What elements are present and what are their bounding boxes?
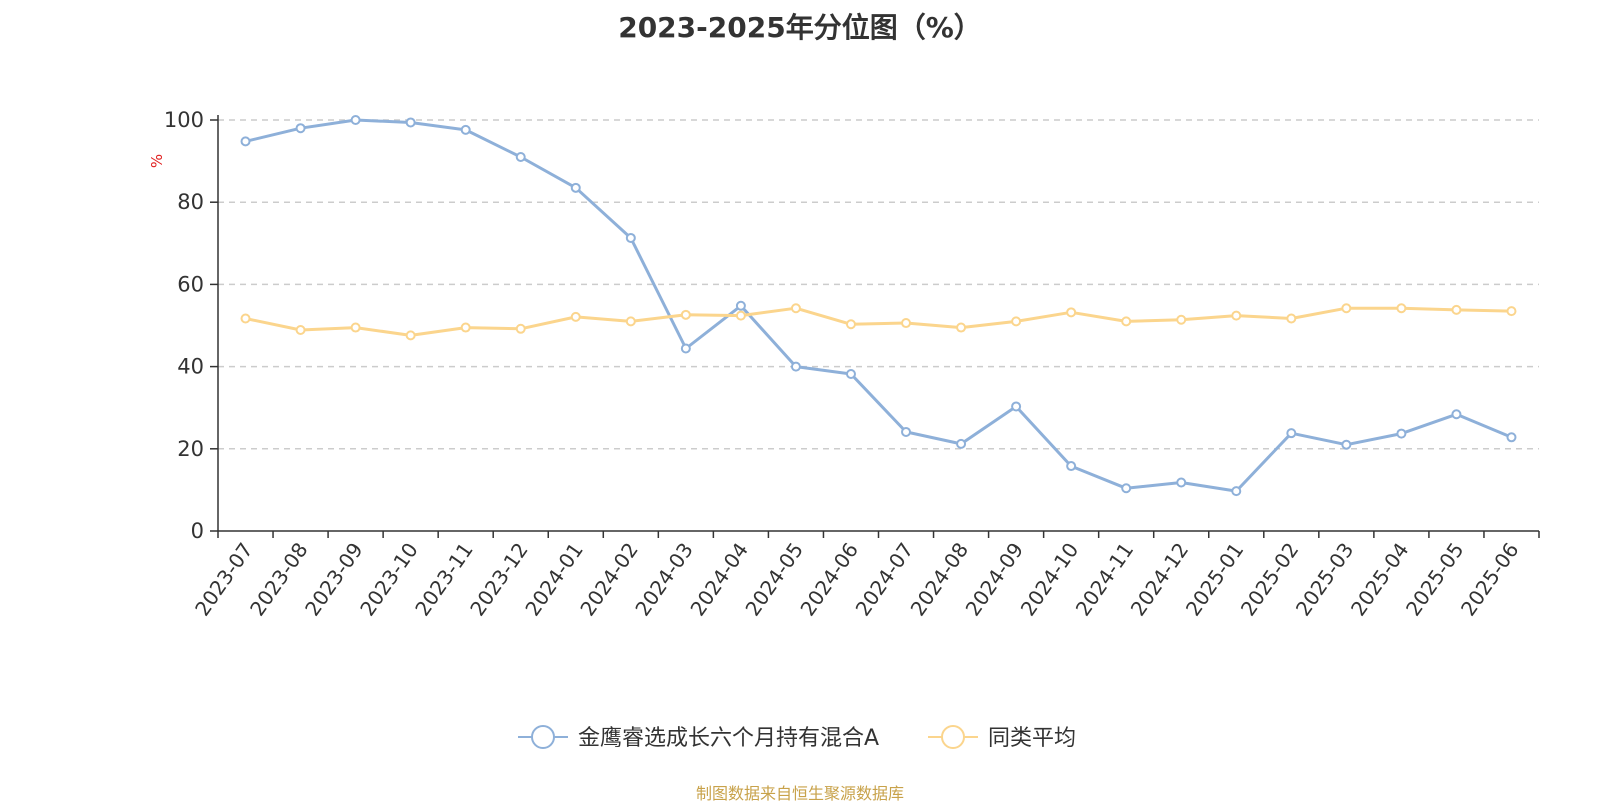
series-line-1: [245, 118, 1513, 493]
data-point: [515, 151, 526, 162]
legend-label-2: 同类平均: [988, 726, 1076, 751]
data-point: [295, 123, 306, 134]
axes: 0204060801002023-072023-082023-092023-10…: [164, 108, 1540, 620]
legend-swatch-marker: [531, 725, 555, 749]
y-tick-label: 40: [177, 355, 204, 379]
data-point: [240, 313, 251, 324]
data-point: [1121, 483, 1132, 494]
data-point: [1286, 428, 1297, 439]
data-point: [405, 330, 416, 341]
data-point: [735, 300, 746, 311]
data-point: [956, 438, 967, 449]
y-tick-label: 80: [177, 190, 204, 214]
data-point: [1451, 409, 1462, 420]
y-axis-label: %: [148, 154, 166, 168]
chart-title: 2023-2025年分位图（%）: [618, 11, 982, 44]
legend-label-1: 金鹰睿选成长六个月持有混合A: [578, 726, 879, 751]
data-point: [1011, 316, 1022, 327]
data-point: [1451, 304, 1462, 315]
data-point: [460, 124, 471, 135]
data-point: [1176, 477, 1187, 488]
series-line-2: [245, 306, 1512, 337]
data-point: [1176, 314, 1187, 325]
data-point: [515, 323, 526, 334]
y-tick-label: 20: [177, 437, 204, 461]
data-point: [901, 318, 912, 329]
source-note: 制图数据来自恒生聚源数据库: [695, 784, 904, 803]
data-point: [1066, 307, 1077, 318]
data-point: [680, 343, 691, 354]
data-point: [901, 426, 912, 437]
data-point: [350, 322, 361, 333]
legend-swatch-marker: [941, 725, 965, 749]
data-point: [295, 325, 306, 336]
data-point: [570, 182, 581, 193]
data-point: [1341, 303, 1352, 314]
data-point: [1506, 432, 1517, 443]
data-point: [1396, 428, 1407, 439]
data-point: [1011, 401, 1022, 412]
data-point: [1396, 303, 1407, 314]
y-tick-label: 0: [191, 519, 204, 543]
data-point: [790, 361, 801, 372]
series-points: [240, 115, 1517, 497]
data-point: [845, 319, 856, 330]
data-point: [790, 303, 801, 314]
data-point: [1121, 316, 1132, 327]
data-point: [240, 136, 251, 147]
data-point: [956, 322, 967, 333]
data-point: [405, 117, 416, 128]
data-point: [570, 311, 581, 322]
data-point: [1231, 310, 1242, 321]
data-point: [845, 368, 856, 379]
data-point: [625, 316, 636, 327]
data-point: [1286, 313, 1297, 324]
data-point: [735, 310, 746, 321]
data-point: [350, 115, 361, 125]
data-point: [460, 322, 471, 333]
data-point: [1066, 461, 1077, 472]
data-point: [1506, 306, 1517, 317]
data-point: [1231, 486, 1242, 497]
series-lines: [245, 118, 1513, 493]
data-point: [1341, 439, 1352, 450]
y-tick-label: 100: [164, 108, 204, 132]
y-tick-label: 60: [177, 272, 204, 296]
legend: 金鹰睿选成长六个月持有混合A 同类平均: [518, 725, 1076, 751]
grid-lines: [218, 119, 1539, 450]
data-point: [680, 309, 691, 320]
data-point: [625, 232, 636, 243]
